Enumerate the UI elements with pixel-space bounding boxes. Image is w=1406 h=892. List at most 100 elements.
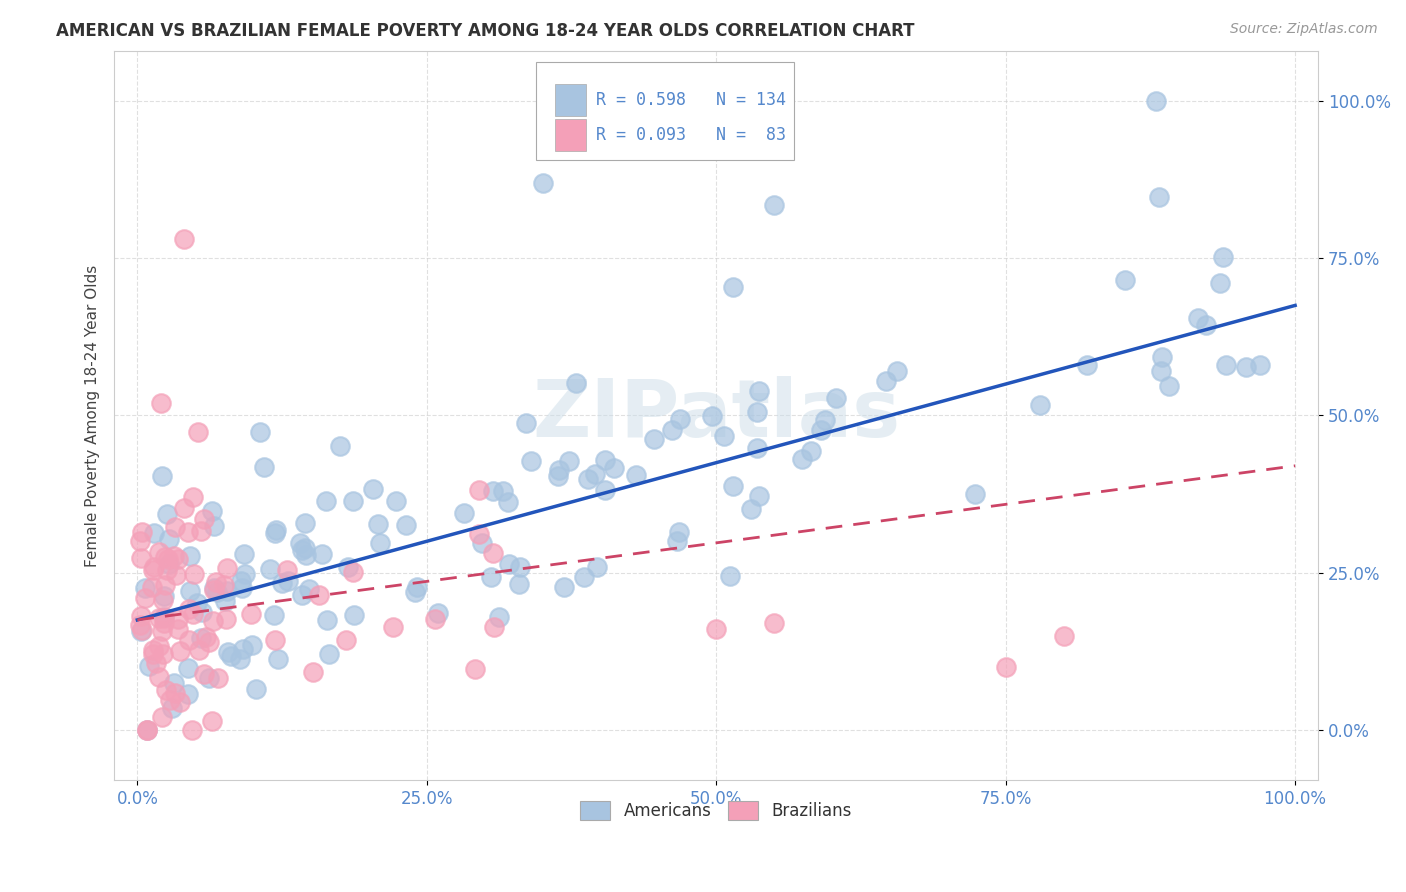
Point bbox=[329, 439, 352, 453]
Point bbox=[790, 452, 813, 467]
Point bbox=[335, 633, 357, 648]
Point bbox=[467, 527, 489, 541]
Point bbox=[740, 501, 762, 516]
Point bbox=[531, 176, 554, 190]
Point bbox=[482, 620, 505, 634]
Point bbox=[294, 541, 316, 556]
Point bbox=[180, 723, 202, 737]
Point bbox=[276, 563, 298, 577]
Point bbox=[167, 622, 190, 636]
Point bbox=[491, 483, 513, 498]
Point bbox=[129, 608, 152, 623]
Point bbox=[308, 588, 330, 602]
Point bbox=[129, 534, 152, 549]
Point bbox=[1052, 629, 1074, 643]
Point bbox=[229, 652, 252, 666]
Point bbox=[129, 551, 152, 566]
Point bbox=[131, 524, 153, 539]
Point bbox=[520, 454, 543, 468]
Point bbox=[404, 585, 426, 599]
Point bbox=[748, 489, 770, 503]
Point bbox=[156, 508, 179, 522]
Point bbox=[193, 512, 215, 526]
Point bbox=[343, 607, 366, 622]
Point bbox=[181, 490, 204, 504]
Point bbox=[1029, 398, 1052, 412]
Point bbox=[215, 584, 238, 599]
Point bbox=[177, 687, 200, 701]
Point bbox=[177, 632, 200, 647]
Point bbox=[152, 647, 174, 661]
Point bbox=[264, 523, 287, 537]
Point bbox=[165, 520, 187, 534]
Point bbox=[173, 501, 195, 516]
Point bbox=[762, 198, 785, 212]
Point bbox=[232, 642, 254, 657]
Point bbox=[298, 582, 321, 596]
Point bbox=[800, 444, 823, 458]
Point bbox=[259, 562, 281, 576]
Point bbox=[661, 423, 683, 437]
Point bbox=[464, 662, 486, 676]
Point bbox=[1209, 276, 1232, 290]
Point bbox=[201, 714, 224, 729]
Point bbox=[748, 384, 770, 398]
Point bbox=[558, 454, 581, 468]
Point bbox=[240, 638, 263, 652]
Point bbox=[763, 615, 786, 630]
Point bbox=[153, 616, 176, 631]
Point bbox=[233, 567, 256, 582]
Point bbox=[153, 578, 176, 592]
Point bbox=[1212, 250, 1234, 264]
Point bbox=[134, 581, 156, 595]
Point bbox=[311, 547, 333, 561]
Point bbox=[1234, 360, 1257, 375]
Point bbox=[253, 459, 276, 474]
Point bbox=[166, 551, 188, 566]
Point bbox=[142, 643, 165, 657]
FancyBboxPatch shape bbox=[555, 119, 586, 151]
Point bbox=[198, 635, 221, 649]
Point bbox=[214, 577, 236, 591]
Point bbox=[468, 483, 491, 497]
Point bbox=[179, 549, 201, 563]
Point bbox=[825, 391, 848, 405]
Point bbox=[747, 405, 769, 419]
Point bbox=[188, 642, 211, 657]
Point bbox=[153, 590, 176, 604]
Point bbox=[148, 611, 170, 625]
Point bbox=[367, 517, 389, 532]
Point bbox=[136, 723, 159, 737]
Point bbox=[263, 633, 285, 648]
Point bbox=[479, 570, 502, 584]
Point bbox=[157, 552, 180, 566]
Point bbox=[363, 483, 385, 497]
Text: R = 0.093   N =  83: R = 0.093 N = 83 bbox=[596, 126, 786, 144]
Point bbox=[1150, 350, 1173, 364]
Point bbox=[1076, 358, 1098, 372]
Point bbox=[482, 483, 505, 498]
Point bbox=[165, 686, 187, 700]
Point bbox=[157, 557, 180, 571]
Text: AMERICAN VS BRAZILIAN FEMALE POVERTY AMONG 18-24 YEAR OLDS CORRELATION CHART: AMERICAN VS BRAZILIAN FEMALE POVERTY AMO… bbox=[56, 22, 915, 40]
Point bbox=[160, 701, 183, 715]
Point bbox=[263, 607, 285, 622]
Point bbox=[141, 580, 163, 594]
Point bbox=[207, 672, 229, 686]
Point bbox=[214, 612, 236, 626]
Point bbox=[508, 576, 530, 591]
Point bbox=[316, 613, 339, 627]
Point bbox=[231, 574, 253, 588]
Point bbox=[193, 666, 215, 681]
Point bbox=[576, 472, 599, 486]
Text: ZIPatlas: ZIPatlas bbox=[531, 376, 900, 455]
Point bbox=[1147, 190, 1170, 204]
Point bbox=[177, 661, 200, 675]
Point bbox=[142, 647, 165, 661]
Point bbox=[702, 409, 724, 423]
Point bbox=[294, 548, 316, 562]
Point bbox=[624, 467, 647, 482]
Point bbox=[301, 665, 323, 679]
Point bbox=[643, 432, 665, 446]
Point bbox=[385, 493, 408, 508]
